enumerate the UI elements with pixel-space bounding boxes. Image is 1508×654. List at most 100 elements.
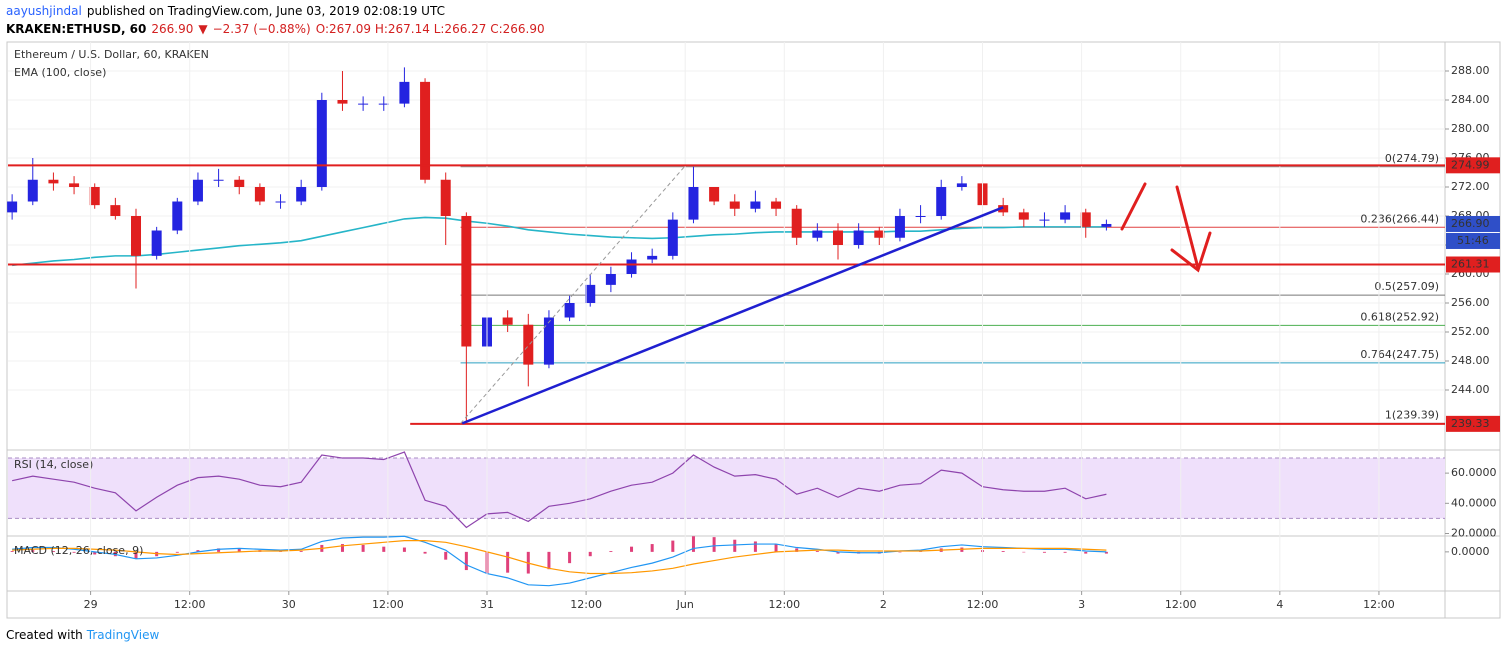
level-label: 274.99 (1451, 158, 1490, 171)
ohlc: O:267.09 H:267.14 L:266.27 C:266.90 (315, 22, 545, 36)
macd-histogram (630, 546, 634, 552)
macd-histogram (712, 537, 716, 552)
candle-body (894, 216, 905, 238)
macd-histogram (588, 551, 592, 557)
y-tick-label: 288.00 (1451, 64, 1490, 77)
macd-histogram (340, 544, 344, 552)
candle-body (729, 201, 740, 209)
x-tick-label: 3 (1078, 598, 1085, 611)
last-price-box (1446, 215, 1500, 232)
candle-body (543, 317, 554, 365)
published: published on TradingView.com, June 03, 2… (86, 4, 445, 18)
brand[interactable]: TradingView (86, 628, 160, 642)
candle-body (172, 201, 183, 231)
y-tick-label: 20.0000 (1451, 526, 1497, 539)
fib-label: 0.764(247.75) (1360, 348, 1439, 361)
candle-body (709, 187, 720, 202)
macd-histogram (547, 551, 551, 570)
fib-label: 0(274.79) (1385, 152, 1439, 165)
candle-body (275, 201, 286, 203)
y-tick-label: 272.00 (1451, 180, 1490, 193)
candle-body (626, 259, 637, 274)
pane-title: RSI (14, close) (14, 458, 93, 471)
macd-histogram (196, 550, 200, 552)
candle-body (69, 183, 80, 187)
candle-body (399, 81, 410, 104)
fib-label: 0.236(266.44) (1360, 212, 1439, 225)
candle-body (915, 216, 926, 217)
macd-histogram (650, 544, 654, 552)
candle-body (254, 187, 265, 202)
pane-title: MACD (12, 26, close, 9) (14, 544, 143, 557)
candle-body (48, 179, 59, 184)
rsi-band (8, 458, 1445, 519)
candle-body (812, 230, 823, 238)
macd-histogram (898, 551, 902, 553)
level-box (1446, 415, 1500, 432)
x-tick-label: 29 (84, 598, 98, 611)
macd-histogram (795, 548, 799, 552)
candle-body (1080, 212, 1091, 227)
legend-entry: EMA (100, close) (14, 66, 106, 79)
candle-body (667, 219, 678, 256)
candle-body (874, 230, 885, 238)
y-tick-label: 60.0000 (1451, 466, 1497, 479)
candle-body (110, 205, 121, 216)
y-tick-label: 244.00 (1451, 383, 1490, 396)
macd-histogram (402, 547, 406, 552)
macd-histogram (93, 551, 97, 555)
header-line: aayushjindal published on TradingView.co… (6, 4, 445, 18)
candle-body (461, 216, 472, 347)
candle-body (89, 187, 100, 206)
x-tick-label: 12:00 (967, 598, 999, 611)
candle-body (523, 324, 534, 365)
candle-body (234, 179, 245, 187)
x-tick-label: 4 (1276, 598, 1283, 611)
last-price-label: 266.90 (1451, 217, 1490, 230)
symbol: KRAKEN:ETHUSD, 60 (6, 22, 147, 36)
macd-histogram (609, 551, 613, 552)
candle-body (832, 230, 843, 245)
down-arrow-head (1170, 231, 1212, 273)
candle-body (564, 303, 575, 318)
candle-body (420, 81, 431, 180)
symbol-line: KRAKEN:ETHUSD, 60 266.90 ▼ −2.37 (−0.88%… (6, 22, 545, 36)
candle-body (1039, 219, 1050, 221)
macd-histogram (134, 551, 138, 559)
macd-histogram (1104, 551, 1108, 554)
candle-body (1018, 212, 1029, 220)
y-tick-label: 0.0000 (1451, 545, 1490, 558)
macd-histogram (815, 551, 819, 552)
y-tick-label: 284.00 (1451, 93, 1490, 106)
level-label: 239.33 (1451, 417, 1490, 430)
candle-body (585, 284, 596, 303)
trend-line (460, 166, 685, 424)
candle-body (131, 216, 142, 256)
author[interactable]: aayushjindal (6, 4, 82, 18)
x-tick-label: 2 (880, 598, 887, 611)
macd-histogram (774, 544, 778, 552)
x-tick-label: 12:00 (372, 598, 404, 611)
macd-line (12, 539, 1107, 575)
candle-body (316, 100, 327, 187)
candle-body (151, 230, 162, 256)
x-tick-label: 31 (480, 598, 494, 611)
candle-body (337, 100, 348, 104)
annotation-arrows (1120, 182, 1212, 273)
x-tick-label: 12:00 (174, 598, 206, 611)
candle-body (192, 179, 203, 202)
down-arrow (1175, 185, 1200, 270)
countdown-label: 51:46 (1457, 234, 1489, 247)
rsi-line (12, 451, 1107, 529)
macd-histogram (382, 546, 386, 552)
macd-histogram (361, 544, 365, 552)
trend-line (461, 206, 1004, 425)
candle-body (791, 208, 802, 238)
candle-body (378, 103, 389, 105)
macd-histogram (423, 551, 427, 554)
fib-label: 1(239.39) (1385, 408, 1439, 421)
macd-histogram (671, 540, 675, 552)
candle-body (998, 205, 1009, 213)
macd-histogram (1084, 551, 1088, 554)
